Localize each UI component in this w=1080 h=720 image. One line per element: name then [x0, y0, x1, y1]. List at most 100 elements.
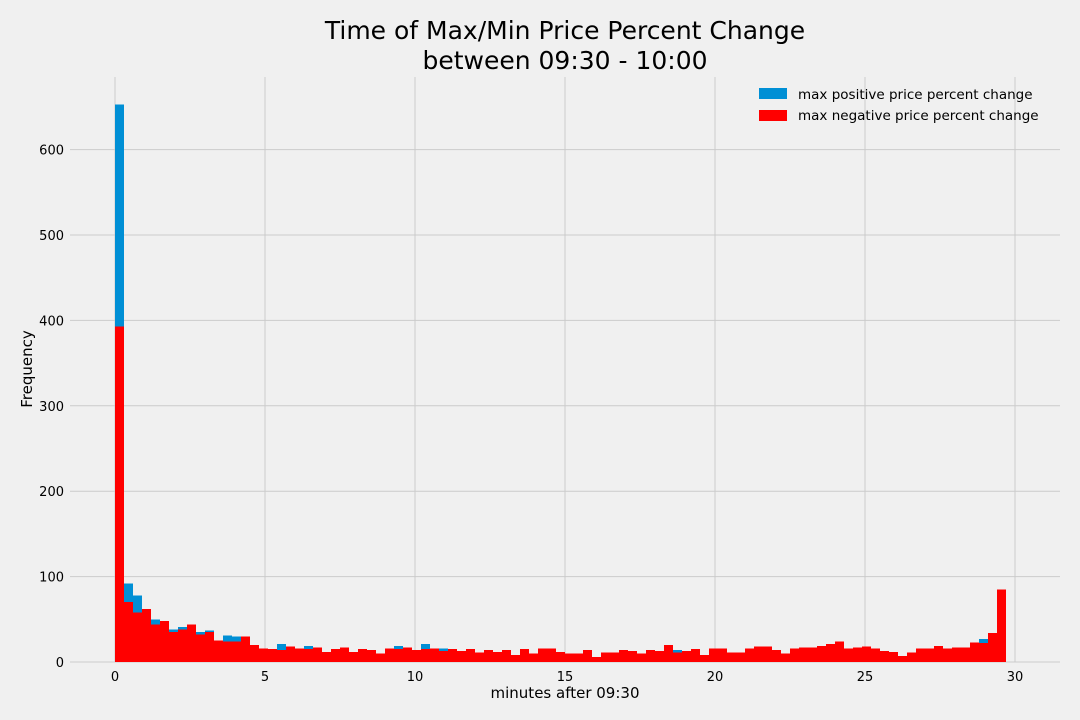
histogram-bar	[682, 650, 691, 662]
histogram-bar	[376, 653, 385, 662]
histogram-bar	[124, 602, 133, 662]
histogram-bar	[421, 649, 430, 662]
histogram-bar	[718, 648, 727, 662]
histogram-bar	[241, 636, 250, 662]
legend-label-negative: max negative price percent change	[798, 108, 1039, 124]
histogram-bar	[781, 653, 790, 662]
histogram-bar	[844, 648, 853, 662]
histogram-bar	[601, 652, 610, 662]
histogram-bar	[214, 640, 223, 662]
y-tick-label: 200	[39, 485, 64, 500]
histogram-bar	[322, 651, 331, 662]
histogram-bar	[466, 649, 475, 662]
histogram-bar	[979, 643, 988, 662]
y-tick-label: 100	[39, 571, 64, 586]
histogram-bar	[430, 648, 439, 662]
y-axis-label: Frequency	[18, 330, 36, 408]
histogram-bar	[745, 648, 754, 662]
histogram-bar	[727, 652, 736, 662]
histogram-bar	[439, 650, 448, 662]
x-axis-label: minutes after 09:30	[491, 684, 640, 702]
x-tick-label: 0	[111, 670, 119, 685]
histogram-bar	[259, 648, 268, 662]
histogram-bar	[709, 648, 718, 662]
histogram-bar	[817, 645, 826, 662]
histogram-bar	[637, 653, 646, 662]
series-0	[115, 104, 1006, 662]
series-1	[115, 326, 1006, 662]
grid	[70, 77, 1060, 663]
legend: max positive price percent change max ne…	[759, 87, 1039, 124]
histogram-bar	[286, 646, 295, 662]
y-tick-label: 600	[39, 144, 64, 159]
histogram-bar	[313, 647, 322, 662]
histogram-bar	[205, 632, 214, 662]
histogram-bar	[484, 650, 493, 662]
histogram-bar	[493, 651, 502, 662]
y-tick-label: 500	[39, 229, 64, 244]
histogram-bar	[871, 648, 880, 662]
histogram-bar	[133, 612, 142, 662]
histogram-bar	[565, 653, 574, 662]
histogram-bar	[907, 652, 916, 662]
histogram-bar	[862, 646, 871, 662]
histogram-bar	[502, 650, 511, 662]
x-tick-label: 25	[857, 670, 874, 685]
histogram-bar	[412, 650, 421, 662]
legend-label-positive: max positive price percent change	[798, 87, 1033, 103]
histogram-bar	[619, 650, 628, 662]
histogram-bar	[943, 648, 952, 662]
histogram-bar	[583, 650, 592, 662]
histogram-bar	[403, 647, 412, 662]
histogram-bar	[187, 624, 196, 662]
histogram-bar	[952, 647, 961, 662]
histogram-bar	[754, 646, 763, 662]
histogram-bar	[592, 656, 601, 662]
histogram-bar	[232, 641, 241, 662]
histogram-bar	[511, 655, 520, 662]
histogram-bar	[790, 648, 799, 662]
histogram-bar	[547, 648, 556, 662]
chart-title-line-1: Time of Max/Min Price Percent Change	[324, 16, 805, 45]
histogram-bar	[898, 656, 907, 662]
histogram-bar	[772, 650, 781, 662]
histogram-bar	[925, 648, 934, 662]
histogram-bar	[115, 326, 124, 662]
histogram-bar	[304, 649, 313, 662]
histogram-bar	[178, 629, 187, 662]
histogram-bar	[142, 609, 151, 662]
histogram-bar	[574, 653, 583, 662]
histogram-bar	[700, 655, 709, 662]
histogram-bar	[349, 651, 358, 662]
histogram-bar	[880, 650, 889, 662]
histogram-bar	[358, 649, 367, 662]
histogram-bar	[385, 648, 394, 662]
histogram-bar	[556, 651, 565, 662]
histogram-bar	[889, 651, 898, 662]
histogram-bar	[196, 634, 205, 662]
histogram-bar	[916, 648, 925, 662]
histogram-bar	[538, 648, 547, 662]
histogram-bar	[520, 649, 529, 662]
histogram-bar	[160, 621, 169, 662]
histogram-bar	[646, 650, 655, 662]
histogram-bar	[277, 650, 286, 662]
histogram-bar	[763, 646, 772, 662]
y-tick-label: 300	[39, 400, 64, 415]
histogram-bar	[394, 649, 403, 662]
x-tick-label: 10	[407, 670, 424, 685]
histogram-bar	[331, 649, 340, 662]
histogram-bar	[736, 652, 745, 662]
chart-title-line-2: between 09:30 - 10:00	[422, 46, 707, 75]
histogram-bar	[799, 647, 808, 662]
histogram-bar	[853, 647, 862, 662]
histogram-bar	[628, 650, 637, 662]
histogram-bar	[664, 644, 673, 662]
histogram-bar	[691, 649, 700, 662]
bars	[115, 104, 1006, 662]
histogram-bar	[997, 589, 1006, 662]
histogram-bar	[988, 632, 997, 662]
